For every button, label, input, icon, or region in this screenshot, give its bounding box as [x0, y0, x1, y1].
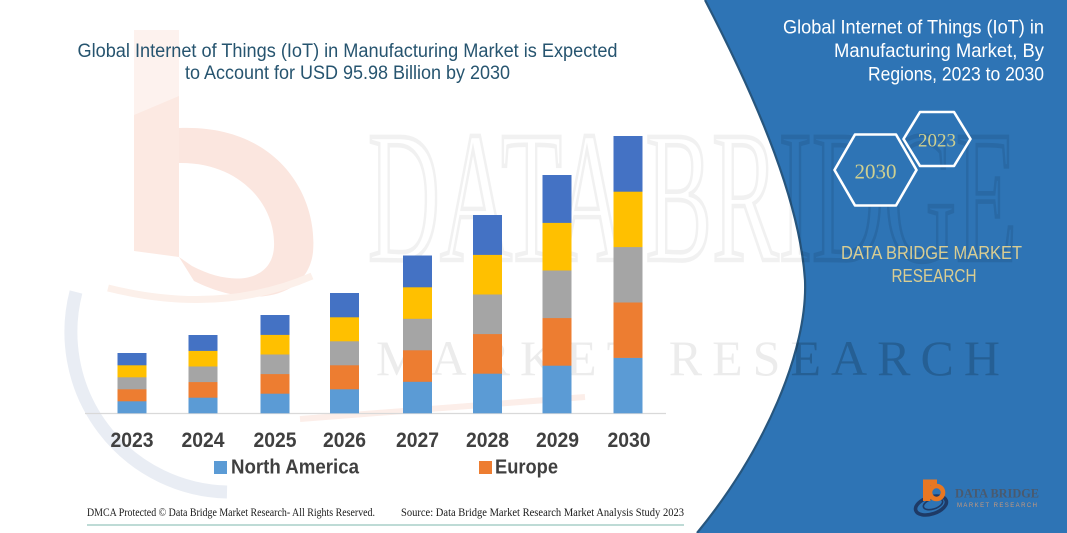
svg-text:2030: 2030	[608, 429, 651, 452]
svg-text:North America: North America	[231, 457, 360, 479]
svg-text:Regions, 2023 to 2030: Regions, 2023 to 2030	[868, 64, 1044, 86]
svg-text:DATA BRIDGE: DATA BRIDGE	[955, 486, 1039, 501]
svg-text:2030: 2030	[855, 160, 897, 184]
svg-text:2027: 2027	[396, 429, 439, 452]
svg-text:2023: 2023	[918, 131, 956, 152]
svg-text:2028: 2028	[466, 429, 509, 452]
svg-text:Global Internet of Things (IoT: Global Internet of Things (IoT) in	[783, 17, 1044, 39]
svg-text:2023: 2023	[111, 429, 154, 452]
svg-text:2026: 2026	[323, 429, 366, 452]
svg-text:2025: 2025	[254, 429, 297, 452]
svg-text:Manufacturing Market, By: Manufacturing Market, By	[834, 40, 1044, 62]
svg-text:DMCA Protected © Data Bridge M: DMCA Protected © Data Bridge Market Rese…	[87, 507, 375, 519]
svg-text:DATA BRIDGE MARKET: DATA BRIDGE MARKET	[841, 242, 1022, 263]
svg-text:Europe: Europe	[495, 457, 558, 479]
svg-text:MARKET RESEARCH: MARKET RESEARCH	[957, 503, 1037, 509]
svg-text:Source: Data Bridge Market Res: Source: Data Bridge Market Research Mark…	[401, 507, 684, 519]
svg-text:Global Internet of Things (IoT: Global Internet of Things (IoT) in Manuf…	[78, 41, 618, 62]
svg-text:2029: 2029	[536, 429, 579, 452]
svg-text:RESEARCH: RESEARCH	[892, 265, 977, 286]
svg-text:to Account for USD 95.98 Billi: to Account for USD 95.98 Billion by 2030	[185, 63, 510, 84]
svg-text:2024: 2024	[182, 429, 225, 452]
